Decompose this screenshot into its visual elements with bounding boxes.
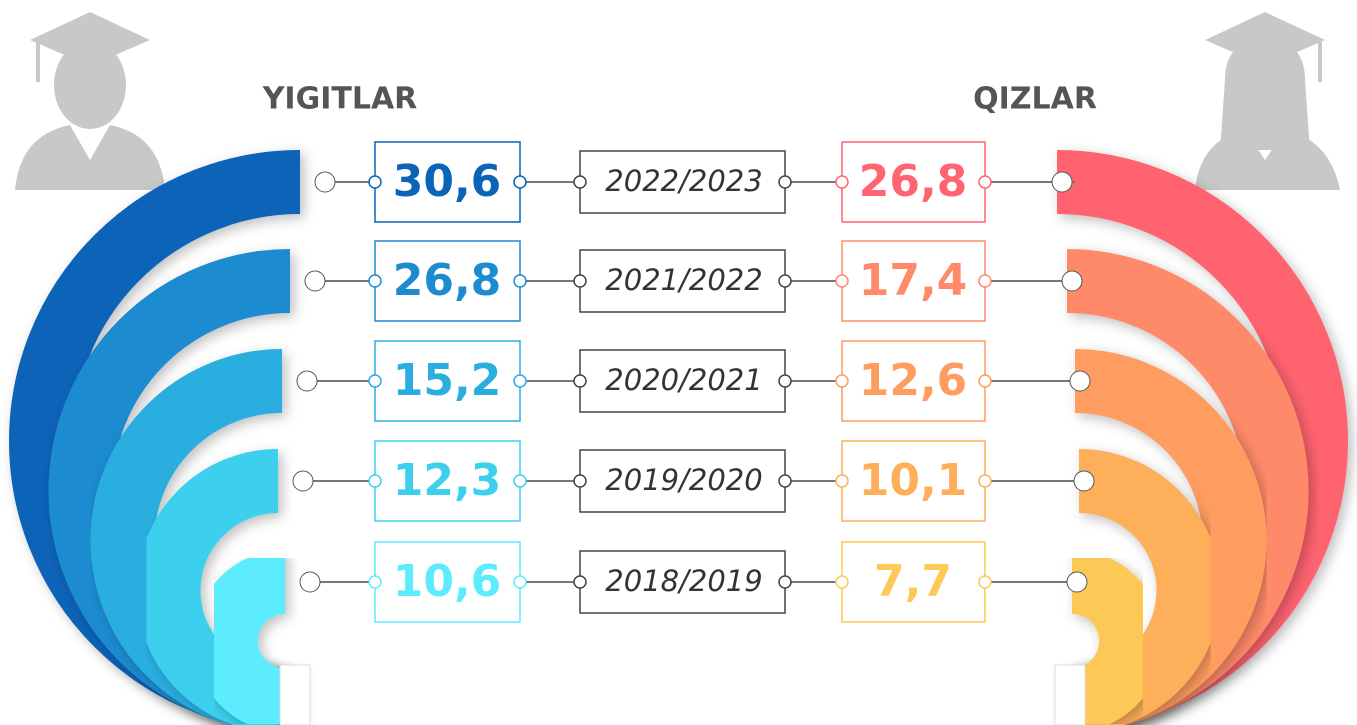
right-end-dot <box>1073 470 1095 492</box>
joint-dot <box>835 575 849 589</box>
joint-dot <box>835 274 849 288</box>
boys-box <box>374 440 521 522</box>
joint-dot <box>778 575 792 589</box>
girls-value: 26,8 <box>859 156 968 207</box>
left-stub <box>279 664 311 725</box>
joint-dot <box>978 274 992 288</box>
boys-box <box>374 340 521 422</box>
male-icon <box>15 12 165 190</box>
boys-box <box>374 240 521 322</box>
joint-dot <box>513 274 527 288</box>
right-stub <box>1054 664 1086 725</box>
joint-dot <box>513 575 527 589</box>
boys-value: 30,6 <box>393 156 502 207</box>
year-box <box>579 449 786 513</box>
girls-box <box>841 340 986 422</box>
year-label: 2022/2023 <box>605 164 762 198</box>
girls-value: 7,7 <box>874 556 952 607</box>
joint-dot <box>573 175 587 189</box>
joint-dot <box>978 175 992 189</box>
boys-value: 26,8 <box>393 255 502 306</box>
year-label: 2019/2020 <box>605 463 762 497</box>
girls-value: 12,6 <box>859 355 968 406</box>
joint-dot <box>835 474 849 488</box>
joint-dot <box>368 374 382 388</box>
joint-dot <box>573 474 587 488</box>
year-box <box>579 249 786 313</box>
joint-dot <box>778 274 792 288</box>
girls-box <box>841 541 986 623</box>
year-label: 2021/2022 <box>605 263 762 297</box>
right-end-dot <box>1051 171 1073 193</box>
joint-dot <box>513 474 527 488</box>
left-end-dot <box>296 370 318 392</box>
joint-dot <box>368 274 382 288</box>
joint-dot <box>573 374 587 388</box>
joint-dot <box>778 175 792 189</box>
year-label: 2018/2019 <box>605 564 762 598</box>
right-end-dot <box>1069 370 1091 392</box>
boys-value: 15,2 <box>393 355 502 406</box>
girls-value: 10,1 <box>859 455 968 506</box>
joint-dot <box>835 374 849 388</box>
year-box <box>579 550 786 614</box>
joint-dot <box>368 575 382 589</box>
right-arc <box>1070 550 1163 725</box>
left-end-dot <box>299 571 321 593</box>
left-arc <box>194 550 287 725</box>
boys-box <box>374 541 521 623</box>
boys-value: 10,6 <box>393 556 502 607</box>
joint-dot <box>368 474 382 488</box>
joint-dot <box>513 175 527 189</box>
joint-dot <box>978 374 992 388</box>
girls-box <box>841 240 986 322</box>
left-title: YIGITLAR <box>262 82 418 117</box>
left-end-dot <box>304 270 326 292</box>
joint-dot <box>835 175 849 189</box>
joint-dot <box>368 175 382 189</box>
left-end-dot <box>314 171 336 193</box>
girls-value: 17,4 <box>859 255 968 306</box>
joint-dot <box>573 274 587 288</box>
joint-dot <box>778 374 792 388</box>
female-icon <box>1195 12 1340 190</box>
joint-dot <box>573 575 587 589</box>
right-end-dot <box>1066 571 1088 593</box>
right-end-dot <box>1061 270 1083 292</box>
right-title: QIZLAR <box>973 82 1097 117</box>
year-label: 2020/2021 <box>605 363 762 397</box>
boys-value: 12,3 <box>393 455 502 506</box>
joint-dot <box>978 575 992 589</box>
joint-dot <box>778 474 792 488</box>
joint-dot <box>978 474 992 488</box>
left-end-dot <box>292 470 314 492</box>
joint-dot <box>513 374 527 388</box>
